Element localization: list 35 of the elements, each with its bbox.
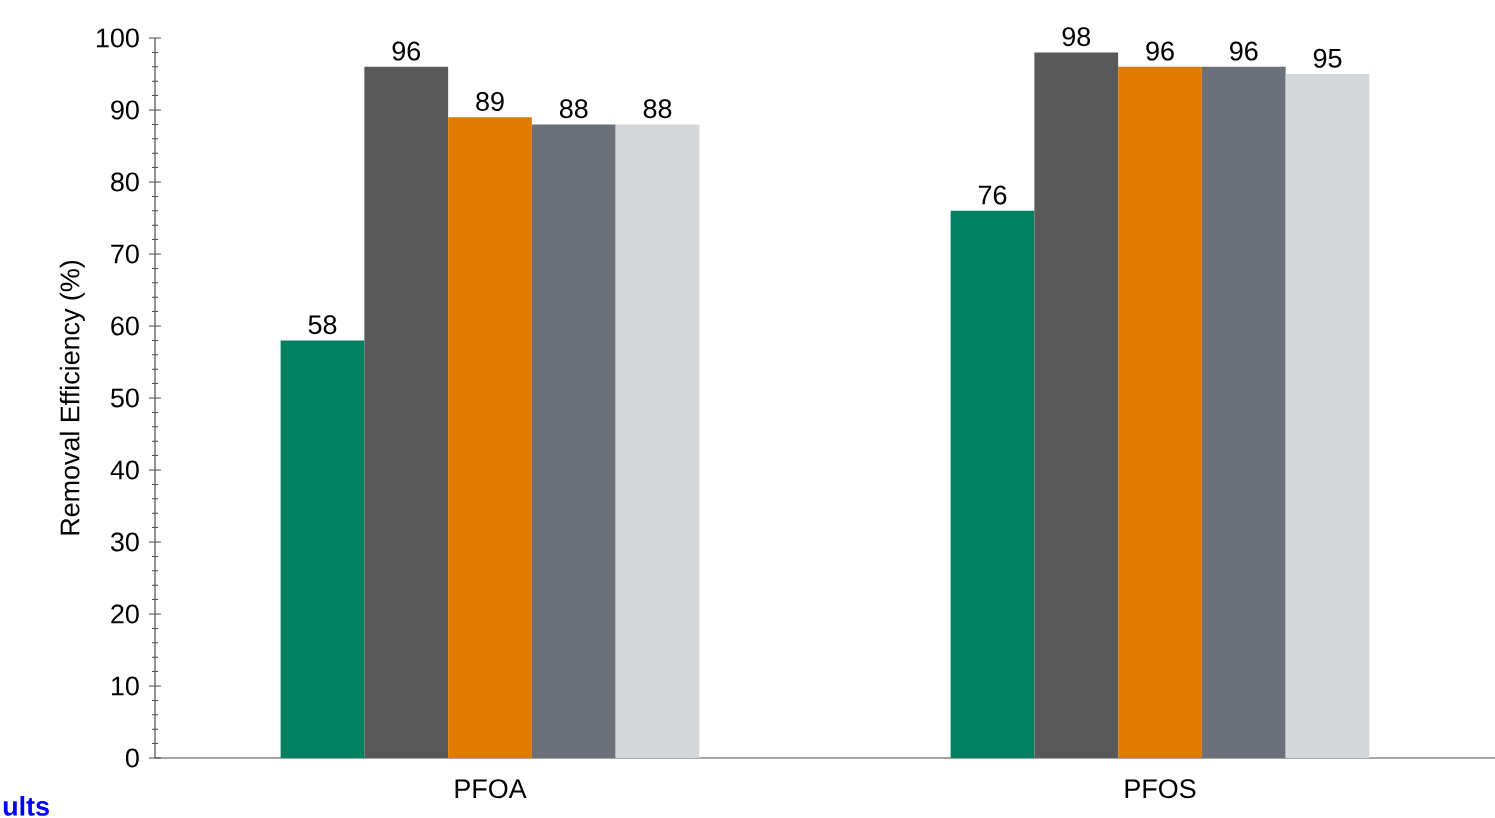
y-tick-label: 0 xyxy=(125,748,139,768)
y-tick-label: 30 xyxy=(110,532,139,552)
bar xyxy=(448,117,532,758)
data-label: 88 xyxy=(643,99,672,119)
y-tick-label: 90 xyxy=(111,100,139,120)
data-label: 76 xyxy=(978,185,1007,205)
y-axis-title: Removal Efficiency (%) xyxy=(59,260,85,535)
y-tick-label: 50 xyxy=(111,388,139,408)
y-tick-label: 40 xyxy=(110,460,139,480)
bar xyxy=(1118,66,1202,758)
y-tick-label: 100 xyxy=(97,28,139,48)
data-label: 96 xyxy=(1146,41,1174,61)
bar xyxy=(531,124,616,758)
data-label: 96 xyxy=(1230,41,1258,61)
bar xyxy=(1034,52,1119,758)
bar xyxy=(615,124,700,758)
y-tick-label: 80 xyxy=(111,172,139,192)
y-tick-label: 10 xyxy=(111,676,139,696)
text: ults xyxy=(3,796,49,816)
y-tick-label: 60 xyxy=(111,316,139,336)
data-label: 95 xyxy=(1313,48,1342,68)
data-label: 58 xyxy=(308,315,337,335)
data-label: 96 xyxy=(392,41,421,61)
data-label: 88 xyxy=(559,99,588,119)
y-tick-label: 20 xyxy=(111,604,139,624)
x-tick-label: PFOA xyxy=(455,779,527,799)
bar xyxy=(1285,73,1370,758)
bar xyxy=(950,210,1035,758)
data-label: 89 xyxy=(476,91,504,111)
bar xyxy=(1201,66,1286,758)
y-tick-label: 70 xyxy=(111,244,139,264)
bar xyxy=(364,66,449,758)
bar xyxy=(280,340,365,758)
x-tick-label: PFOS xyxy=(1125,779,1196,799)
data-label: 98 xyxy=(1062,27,1091,47)
